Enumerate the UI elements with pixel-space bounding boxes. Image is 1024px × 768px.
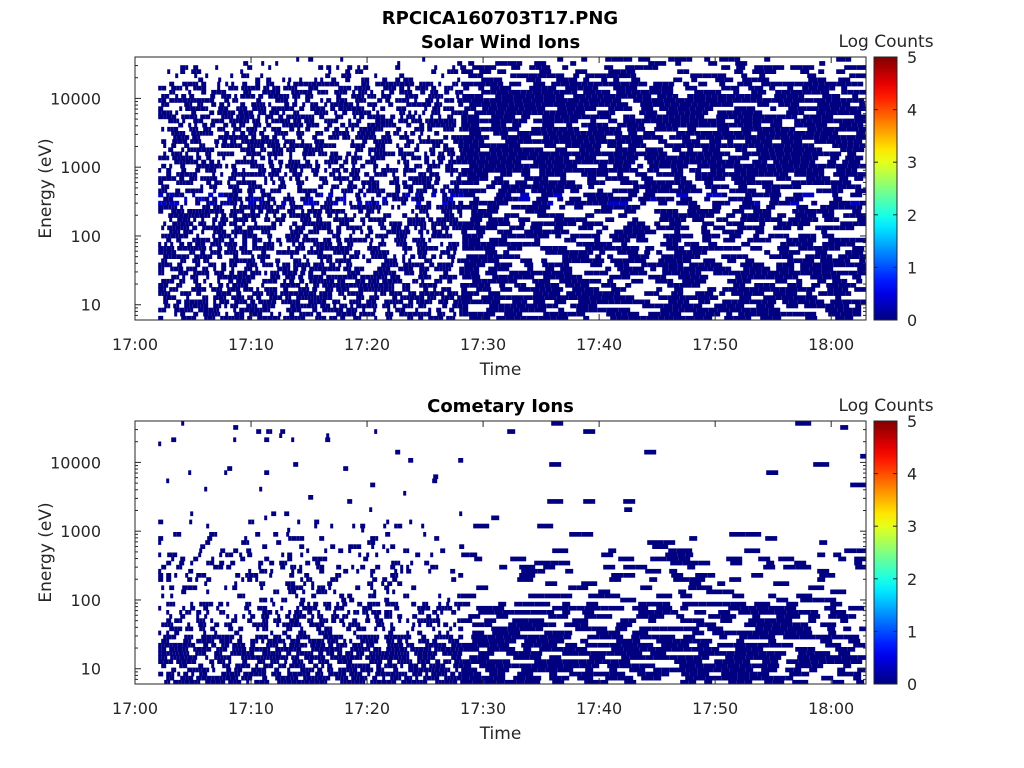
- y-tick-label: 10: [81, 660, 101, 679]
- x-tick-label: 17:00: [112, 335, 158, 354]
- plot-frame: [134, 56, 867, 321]
- x-tick-label: 17:10: [228, 335, 274, 354]
- figure-title: RPCICA160703T17.PNG: [382, 8, 618, 29]
- y-tick-label: 100: [70, 227, 101, 246]
- panel-1: 17:00 17:10 17:20 17:30 17:40 17:50 18:0010100…: [36, 32, 934, 380]
- y-tick-label: 1000: [60, 158, 101, 177]
- colorbar: [873, 56, 898, 321]
- x-tick-label: 17:50: [692, 699, 738, 718]
- colorbar-tick-label: 1: [907, 258, 917, 277]
- x-tick-label: 17:10: [228, 699, 274, 718]
- x-tick-label: 17:20: [344, 335, 390, 354]
- x-tick-label: 18:00: [808, 335, 854, 354]
- colorbar-tick-label: 5: [907, 48, 917, 67]
- colorbar-label: Log Counts: [838, 32, 933, 52]
- panel-title: Cometary Ions: [427, 396, 574, 417]
- heatmap-cells: [158, 421, 866, 684]
- colorbar-tick-label: 2: [907, 206, 917, 225]
- x-tick-label: 17:40: [576, 699, 622, 718]
- colorbar-tick-label: 0: [907, 311, 917, 330]
- colorbar: [873, 420, 898, 685]
- heatmap-cells: [158, 57, 866, 320]
- x-axis-label: Time: [479, 724, 522, 744]
- colorbar-tick-label: 1: [907, 622, 917, 641]
- colorbar-tick-label: 2: [907, 570, 917, 589]
- y-tick-label: 10000: [50, 89, 101, 108]
- x-tick-label: 17:20: [344, 699, 390, 718]
- y-tick-label: 10: [81, 296, 101, 315]
- colorbar-label: Log Counts: [838, 396, 933, 416]
- y-tick-label: 1000: [60, 522, 101, 541]
- colorbar-tick-label: 3: [907, 153, 917, 172]
- y-tick-label: 100: [70, 591, 101, 610]
- panel-title: Solar Wind Ions: [421, 32, 580, 53]
- x-tick-label: 17:30: [460, 699, 506, 718]
- colorbar-tick-label: 4: [907, 465, 917, 484]
- x-tick-label: 17:40: [576, 335, 622, 354]
- colorbar-tick-label: 4: [907, 101, 917, 120]
- y-axis-label: Energy (eV): [36, 502, 56, 602]
- y-axis-label: Energy (eV): [36, 138, 56, 238]
- panel-2: 17:00 17:10 17:20 17:30 17:40 17:50 18:0010100…: [36, 396, 934, 744]
- x-tick-label: 17:50: [692, 335, 738, 354]
- plot-frame: [134, 420, 867, 685]
- x-axis-label: Time: [479, 360, 522, 380]
- colorbar-tick-label: 3: [907, 517, 917, 536]
- colorbar-tick-label: 5: [907, 412, 917, 431]
- colorbar-tick-label: 0: [907, 675, 917, 694]
- x-tick-label: 17:00: [112, 699, 158, 718]
- y-tick-label: 10000: [50, 453, 101, 472]
- x-tick-label: 18:00: [808, 699, 854, 718]
- x-tick-label: 17:30: [460, 335, 506, 354]
